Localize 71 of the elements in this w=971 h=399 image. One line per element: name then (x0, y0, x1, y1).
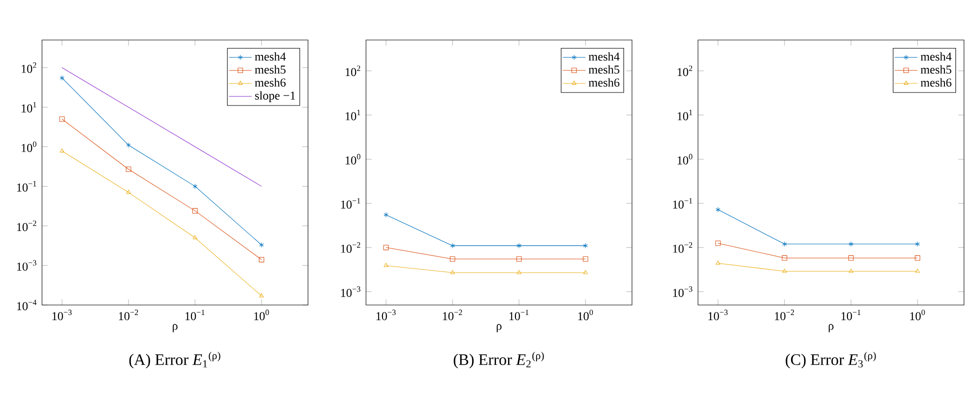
y-tick-label: 10$^{2}$ (346, 66, 360, 76)
text: (A) Error E$_{1}$(ρ) (129, 352, 220, 368)
text: (C) Error E$_{3}$(ρ) (786, 352, 876, 368)
point (450, 243, 455, 248)
x-tick-label: 10$^{−2}$ (442, 310, 462, 320)
point (582, 256, 588, 262)
point (782, 268, 787, 273)
point (192, 208, 198, 214)
point (848, 241, 854, 247)
legend-label: mesh6 (920, 78, 952, 87)
y-tick-label: 10$^{−1}$ (673, 198, 692, 209)
y-tick-label: 10$^{−4}$ (17, 300, 37, 310)
x-tick-label: 10$^{0}$ (254, 310, 269, 320)
point (715, 240, 721, 246)
point (126, 142, 131, 148)
legend-label: mesh5 (920, 65, 952, 74)
y-tick-label: 10$^{−1}$ (341, 198, 360, 209)
point (450, 256, 456, 262)
y-tick-label: 10$^{−2}$ (673, 242, 692, 253)
y-tick-label: 10$^{−2}$ (17, 220, 36, 232)
point (450, 270, 455, 274)
y-tick-label: 10$^{2}$ (22, 62, 36, 73)
point (126, 190, 131, 194)
point (258, 256, 264, 262)
point (516, 256, 522, 262)
y-tick-label: 10$^{1}$ (678, 110, 692, 120)
point (383, 244, 389, 250)
point (782, 241, 787, 247)
x-tick-label: 10$^{−1}$ (841, 310, 860, 320)
legend-label: mesh4 (588, 52, 620, 61)
point (516, 243, 522, 248)
point (848, 268, 854, 273)
y-tick-label: 10$^{−1}$ (17, 181, 36, 192)
x-tick-label: 10$^{0}$ (578, 310, 593, 320)
x-tick-label: 10$^{−2}$ (118, 310, 138, 320)
x-axis-title: ρ (172, 324, 178, 332)
y-tick-label: 10$^{1}$ (22, 102, 36, 112)
legend-label: slope −1 (255, 91, 296, 102)
legend-label: mesh4 (920, 52, 952, 61)
x-axis-title: ρ (496, 324, 502, 332)
x-tick-label: 10$^{−1}$ (185, 310, 204, 320)
point (914, 255, 920, 261)
y-tick-label: 10$^{−3}$ (17, 260, 36, 271)
y-tick-label: 10$^{−3}$ (341, 286, 360, 297)
point (516, 270, 522, 274)
x-tick-label: 10$^{0}$ (910, 310, 925, 320)
legend-label: mesh6 (588, 78, 620, 87)
y-tick-label: 10$^{1}$ (346, 110, 360, 120)
point (782, 255, 788, 261)
y-tick-label: 10$^{0}$ (346, 154, 360, 164)
y-tick-label: 10$^{0}$ (22, 141, 36, 152)
legend-label: mesh6 (254, 78, 286, 87)
point (192, 235, 198, 240)
point (126, 166, 132, 172)
point (192, 184, 198, 189)
point (848, 255, 854, 261)
x-axis-title: ρ (828, 324, 834, 332)
y-tick-label: 10$^{−3}$ (673, 286, 692, 297)
x-tick-label: 10$^{−3}$ (708, 310, 728, 320)
y-tick-label: 10$^{−2}$ (341, 242, 360, 253)
x-tick-label: 10$^{−3}$ (52, 310, 72, 320)
x-tick-label: 10$^{−2}$ (774, 310, 794, 320)
legend-label: mesh4 (254, 52, 286, 61)
text: (B) Error E$_{2}$(ρ) (454, 352, 544, 368)
x-tick-label: 10$^{−1}$ (509, 310, 528, 320)
x-tick-label: 10$^{−3}$ (376, 310, 396, 320)
point (59, 116, 65, 122)
y-tick-label: 10$^{0}$ (678, 154, 692, 164)
legend-label: mesh5 (588, 65, 620, 74)
y-tick-label: 10$^{2}$ (678, 66, 692, 76)
legend-label: mesh5 (254, 65, 286, 74)
